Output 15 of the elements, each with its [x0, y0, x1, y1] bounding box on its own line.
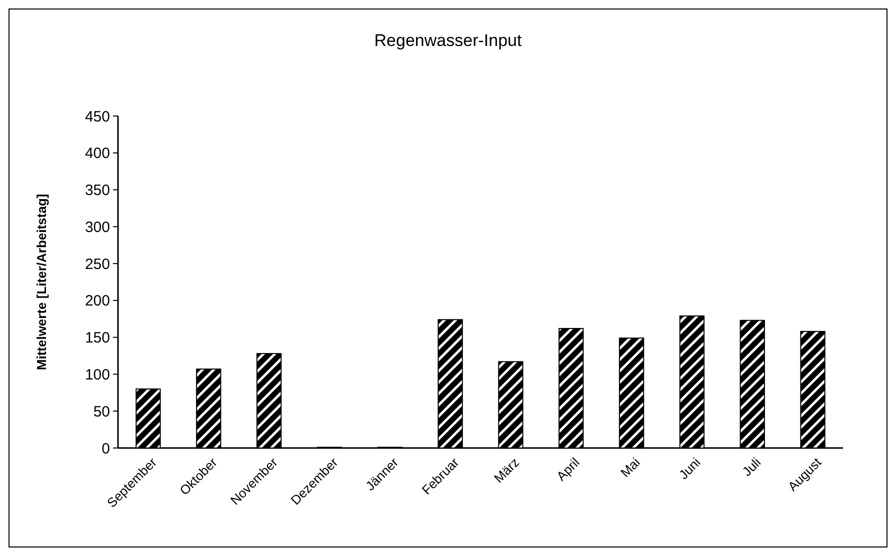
chart-title: Regenwasser-Input	[374, 31, 522, 50]
x-tick-label: Juli	[739, 454, 764, 480]
y-tick-label: 50	[93, 403, 110, 420]
x-tick-label: Mai	[617, 454, 643, 480]
y-tick-label: 250	[84, 256, 110, 273]
x-tick-label: Juni	[676, 454, 704, 482]
y-tick-label: 150	[84, 330, 110, 347]
y-tick-label: 0	[102, 440, 110, 458]
y-tick-label: 450	[84, 108, 110, 126]
y-tick-label: 200	[84, 292, 110, 310]
y-tick-label: 350	[84, 182, 110, 200]
y-tick-label: 100	[84, 366, 110, 384]
y-tick-label: 300	[84, 218, 110, 236]
y-axis-title: Mittelwerte [Liter/Arbeitstag]	[34, 194, 49, 370]
y-tick-label: 400	[84, 145, 110, 162]
